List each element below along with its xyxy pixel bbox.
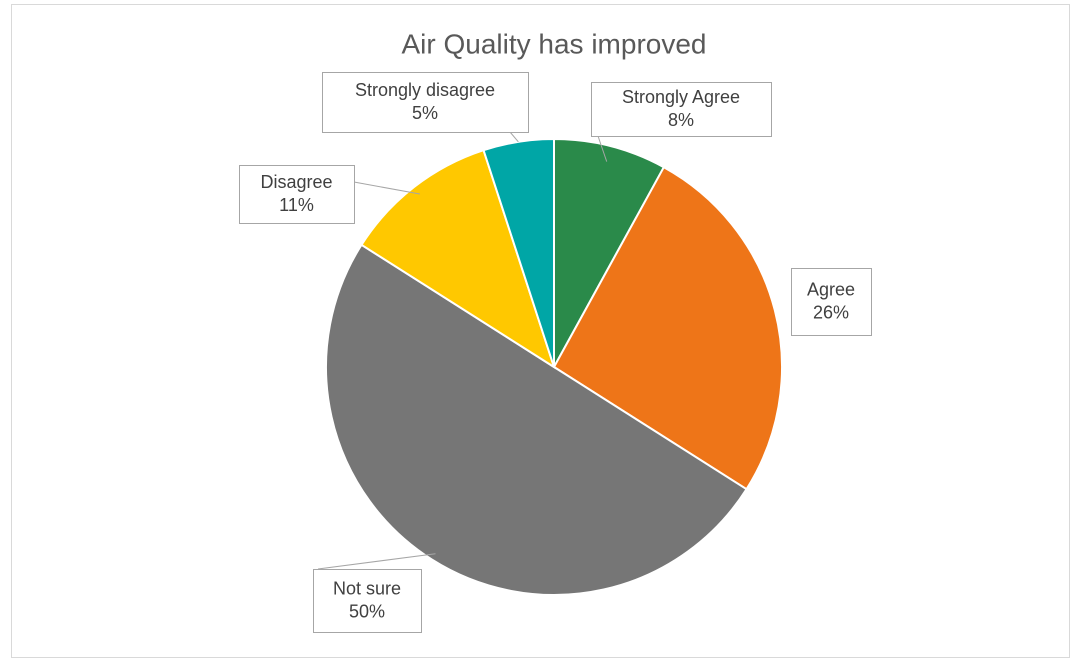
data-label-value: 26%	[813, 302, 849, 322]
pie-slice	[360, 148, 556, 370]
data-label-category: Not sure	[333, 578, 401, 598]
data-label-category: Agree	[807, 279, 855, 299]
pie-slice	[325, 243, 748, 596]
label-box	[591, 82, 772, 137]
label-box	[791, 268, 872, 336]
data-label-category: Strongly disagree	[355, 80, 495, 100]
leader-line	[509, 131, 519, 143]
pie-slice	[553, 137, 666, 368]
data-label-value: 8%	[668, 110, 694, 130]
label-box	[313, 569, 422, 633]
data-label-category: Disagree	[260, 172, 332, 192]
data-label-value: 50%	[349, 601, 385, 621]
leader-line	[353, 181, 420, 195]
leader-line	[597, 135, 608, 162]
chart-title: Air Quality has improved	[401, 28, 706, 59]
label-box	[239, 165, 355, 224]
pie-slice	[552, 165, 783, 491]
leader-line	[317, 553, 436, 570]
data-label-value: 11%	[279, 195, 314, 215]
data-label-category: Strongly Agree	[622, 87, 740, 107]
data-label-value: 5%	[412, 103, 438, 123]
label-box	[322, 72, 529, 133]
